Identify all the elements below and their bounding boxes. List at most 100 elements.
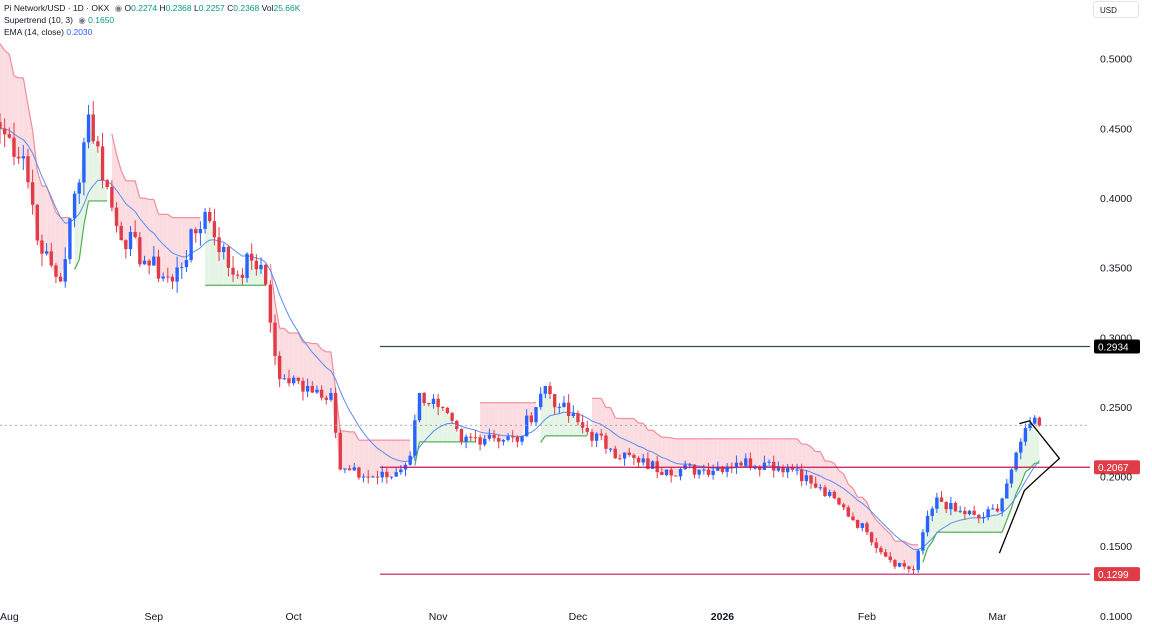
candle-body xyxy=(68,218,71,259)
candle-body xyxy=(958,511,961,512)
candle-body xyxy=(763,463,766,470)
candle-body xyxy=(814,484,817,488)
candle-body xyxy=(50,251,53,265)
candle-body xyxy=(586,428,589,432)
y-tick-label: 0.3500 xyxy=(1100,263,1132,275)
candle-body xyxy=(124,240,127,249)
supertrend-value: 0.1650 xyxy=(88,15,114,25)
supertrend-fill xyxy=(308,343,313,393)
candle-body xyxy=(283,378,286,379)
candle-body xyxy=(119,226,122,240)
supertrend-fill xyxy=(326,352,331,400)
supertrend-fill xyxy=(708,439,713,475)
candle-body xyxy=(516,437,519,442)
candle-body xyxy=(679,469,682,476)
candle-body xyxy=(203,212,206,229)
x-tick-label: Dec xyxy=(569,611,588,623)
candle-body xyxy=(856,520,859,528)
candle-body xyxy=(353,467,356,470)
candle-body xyxy=(175,267,178,281)
supertrend-fill xyxy=(569,413,574,436)
candle-body xyxy=(325,398,328,400)
candle-body xyxy=(553,394,556,407)
candle-body xyxy=(893,560,896,566)
supertrend-fill xyxy=(727,439,732,468)
candle-body xyxy=(986,509,989,517)
candle-body xyxy=(231,268,234,275)
candle-body xyxy=(604,436,607,449)
candle-body xyxy=(1028,424,1031,428)
currency-button[interactable]: USD xyxy=(1093,1,1139,18)
candle-body xyxy=(907,567,910,570)
supertrend-fill xyxy=(704,439,709,475)
candle-body xyxy=(1033,418,1036,424)
candle-body xyxy=(931,509,934,516)
candle-body xyxy=(707,470,710,475)
candle-body xyxy=(36,205,39,241)
candle-body xyxy=(54,265,57,276)
candle-body xyxy=(269,285,272,323)
supertrend-fill xyxy=(639,423,644,462)
candle-body xyxy=(488,435,491,439)
legend-symbol-row: Pi Network/USD · 1D · OKX ◉ O0.2274 H0.2… xyxy=(4,2,300,14)
vol-label: Vol xyxy=(262,3,274,13)
candle-body xyxy=(520,436,523,442)
supertrend-fill xyxy=(816,452,821,488)
supertrend-fill xyxy=(294,333,299,381)
supertrend-fill xyxy=(629,419,634,458)
supertrend-fill xyxy=(364,440,369,477)
candle-body xyxy=(208,212,211,221)
eye-icon[interactable]: ◉ xyxy=(115,3,122,13)
supertrend-label: Supertrend (10, 3) xyxy=(4,15,73,25)
candle-body xyxy=(502,440,505,442)
candle-body xyxy=(161,277,164,279)
candle-body xyxy=(674,476,677,477)
candle-body xyxy=(1024,428,1027,442)
candle-body xyxy=(506,436,509,439)
candle-body xyxy=(972,511,975,515)
candle-body xyxy=(129,232,132,249)
candle-body xyxy=(278,356,281,379)
supertrend-fill xyxy=(597,398,602,435)
candle-body xyxy=(795,470,798,471)
candle-body xyxy=(8,134,11,137)
candle-body xyxy=(446,408,449,413)
ema-value: 0.2030 xyxy=(66,27,92,37)
candle-body xyxy=(991,508,994,509)
supertrend-fill xyxy=(993,508,998,532)
supertrend-fill xyxy=(685,439,690,465)
candle-body xyxy=(744,458,747,465)
candle-body xyxy=(432,399,435,404)
candle-body xyxy=(245,254,248,278)
candle-body xyxy=(539,394,542,407)
candle-body xyxy=(287,378,290,383)
candle-body xyxy=(800,470,803,482)
candle-body xyxy=(758,468,761,470)
supertrend-fill xyxy=(284,328,289,383)
candle-body xyxy=(847,507,850,516)
candle-body xyxy=(171,277,174,282)
candle-body xyxy=(558,407,561,408)
candle-body xyxy=(292,378,295,383)
supertrend-fill xyxy=(182,218,187,267)
candle-body xyxy=(879,548,882,552)
x-tick-label: Oct xyxy=(285,611,301,623)
candle-body xyxy=(82,142,85,182)
supertrend-fill xyxy=(755,439,760,470)
symbol-label: Pi Network/USD · 1D · OKX xyxy=(4,3,109,13)
candle-body xyxy=(921,532,924,550)
supertrend-fill xyxy=(378,440,383,477)
eye-icon[interactable]: ◉ xyxy=(78,15,85,25)
candle-body xyxy=(497,438,500,441)
candle-body xyxy=(809,475,812,483)
candle-body xyxy=(376,477,379,478)
candle-body xyxy=(460,429,463,442)
candle-body xyxy=(418,393,421,420)
candle-body xyxy=(185,260,188,267)
x-tick-label: Mar xyxy=(988,611,1007,623)
candle-body xyxy=(348,468,351,470)
candle-body xyxy=(940,497,943,501)
x-tick-label: Nov xyxy=(429,611,448,623)
